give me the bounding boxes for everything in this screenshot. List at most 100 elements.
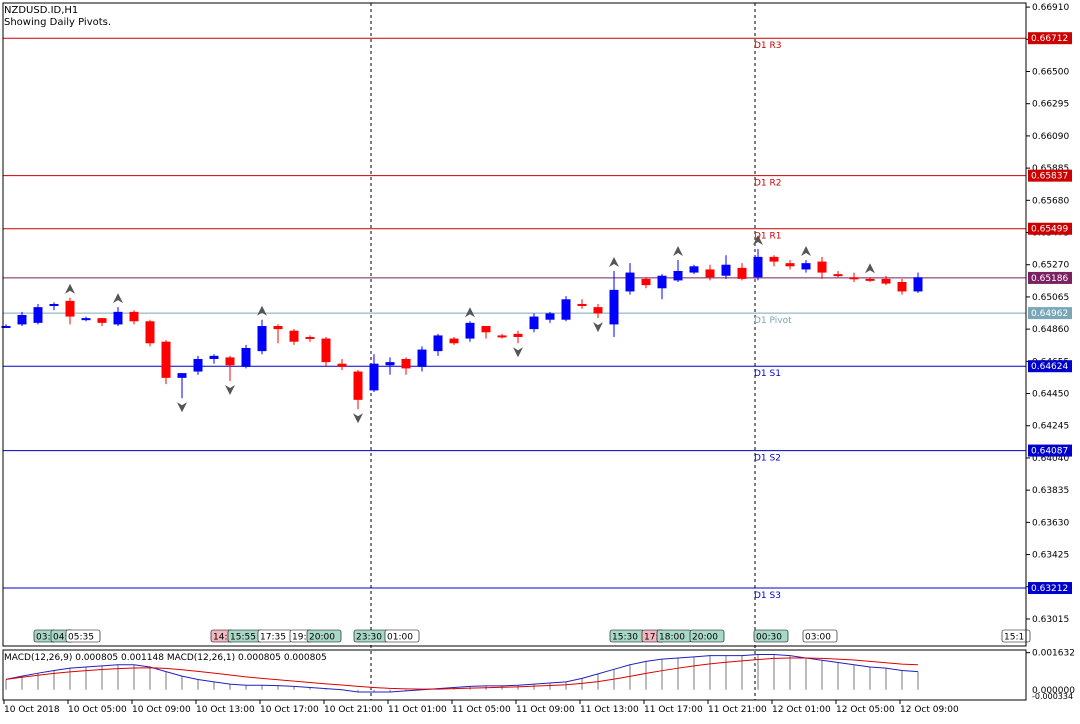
candle-body[interactable] xyxy=(321,338,331,363)
price-flag-label: 0.65499 xyxy=(1031,225,1068,235)
pivot-label: D1 S1 xyxy=(754,369,781,379)
candle-body[interactable] xyxy=(193,358,203,372)
session-box xyxy=(753,629,789,643)
price-tick-label: 0.64245 xyxy=(1032,422,1069,432)
candle-body[interactable] xyxy=(65,300,75,317)
candle-body[interactable] xyxy=(593,307,603,314)
session-box-label: 14: xyxy=(213,633,227,643)
session-box xyxy=(65,629,101,643)
price-tick-label: 0.66910 xyxy=(1032,3,1069,13)
candle-body[interactable] xyxy=(673,271,683,281)
candle-body[interactable] xyxy=(257,325,267,352)
candle-body[interactable] xyxy=(1,325,11,328)
candle-body[interactable] xyxy=(849,277,859,280)
fractal-up-icon xyxy=(865,263,875,274)
candle-body[interactable] xyxy=(113,311,123,325)
candle-body[interactable] xyxy=(481,325,491,333)
time-tick-label: 10 Oct 21:00 xyxy=(324,705,383,715)
candle-body[interactable] xyxy=(97,318,107,323)
price-tick-label: 0.63630 xyxy=(1032,518,1069,528)
price-flag-label: 0.66712 xyxy=(1031,34,1068,44)
candle-body[interactable] xyxy=(161,341,171,378)
candle-body[interactable] xyxy=(529,316,539,330)
candle-body[interactable] xyxy=(513,333,523,337)
session-box xyxy=(384,629,420,643)
price-tick-label: 0.65065 xyxy=(1032,293,1069,303)
candle-body[interactable] xyxy=(609,289,619,325)
candle-body[interactable] xyxy=(545,313,555,320)
price-flag xyxy=(1028,222,1072,235)
fractal-down-icon xyxy=(353,413,363,424)
candle-body[interactable] xyxy=(177,373,187,378)
candle-body[interactable] xyxy=(273,325,283,330)
candle-body[interactable] xyxy=(689,266,699,273)
pivot-label: D1 R1 xyxy=(754,232,782,242)
candle-body[interactable] xyxy=(241,347,251,367)
candle-body[interactable] xyxy=(305,336,315,339)
session-box xyxy=(802,629,838,643)
fractal-up-icon xyxy=(465,307,475,318)
candle-body[interactable] xyxy=(209,355,219,359)
session-box-label: 18:00 xyxy=(659,633,685,643)
price-tick-label: 0.63835 xyxy=(1032,486,1069,496)
candle-body[interactable] xyxy=(705,269,715,278)
session-box-label: 15:55 xyxy=(230,633,256,643)
candle-body[interactable] xyxy=(369,363,379,391)
price-tick-label: 0.66500 xyxy=(1032,67,1069,77)
candle-body[interactable] xyxy=(561,299,571,320)
candle-body[interactable] xyxy=(769,256,779,262)
time-tick-label: 11 Oct 21:00 xyxy=(708,705,767,715)
candle-body[interactable] xyxy=(881,278,891,284)
candle-body[interactable] xyxy=(289,330,299,342)
candle-body[interactable] xyxy=(865,278,875,281)
candle-body[interactable] xyxy=(817,261,827,273)
candle-body[interactable] xyxy=(401,358,411,369)
fractal-down-icon xyxy=(593,322,603,333)
time-tick-label: 10 Oct 09:00 xyxy=(132,705,191,715)
session-box-label: 20:00 xyxy=(692,633,718,643)
fractal-down-icon xyxy=(177,402,187,413)
candle-body[interactable] xyxy=(497,335,507,338)
candle-body[interactable] xyxy=(721,264,731,276)
candle-body[interactable] xyxy=(737,267,747,279)
price-flag-label: 0.63212 xyxy=(1031,584,1068,594)
fractal-down-icon xyxy=(513,347,523,358)
candle-body[interactable] xyxy=(385,362,395,366)
main-panel-frame xyxy=(2,2,1027,647)
candle-body[interactable] xyxy=(465,322,475,339)
candle-body[interactable] xyxy=(657,275,667,289)
candle-body[interactable] xyxy=(225,357,235,366)
candle-body[interactable] xyxy=(449,338,459,344)
candle-body[interactable] xyxy=(81,318,91,321)
candle-body[interactable] xyxy=(49,303,59,306)
candle-body[interactable] xyxy=(785,263,795,267)
candle-body[interactable] xyxy=(17,314,27,325)
macd-panel-frame xyxy=(2,649,1027,701)
candle-body[interactable] xyxy=(353,371,363,400)
candle-body[interactable] xyxy=(801,263,811,270)
candle-body[interactable] xyxy=(753,256,763,278)
price-tick-label: 0.64450 xyxy=(1032,390,1069,400)
candle-body[interactable] xyxy=(129,311,139,322)
session-box-label: 15:30 xyxy=(612,633,638,643)
session-box-label: 05:35 xyxy=(68,633,94,643)
candle-body[interactable] xyxy=(145,321,155,344)
candle-body[interactable] xyxy=(417,349,427,367)
time-tick-label: 10 Oct 2018 xyxy=(4,705,60,715)
candle-body[interactable] xyxy=(641,278,651,286)
candle-body[interactable] xyxy=(337,363,347,367)
candle-body[interactable] xyxy=(913,277,923,292)
candle-body[interactable] xyxy=(897,282,907,292)
candle-body[interactable] xyxy=(433,335,443,352)
fractal-up-icon xyxy=(257,305,267,316)
candle-body[interactable] xyxy=(833,274,843,277)
candle-body[interactable] xyxy=(33,307,43,323)
candle-body[interactable] xyxy=(625,272,635,292)
fractal-up-icon xyxy=(801,246,811,257)
candle-body[interactable] xyxy=(577,303,587,306)
time-tick-label: 10 Oct 17:00 xyxy=(260,705,319,715)
fractal-up-icon xyxy=(609,257,619,268)
